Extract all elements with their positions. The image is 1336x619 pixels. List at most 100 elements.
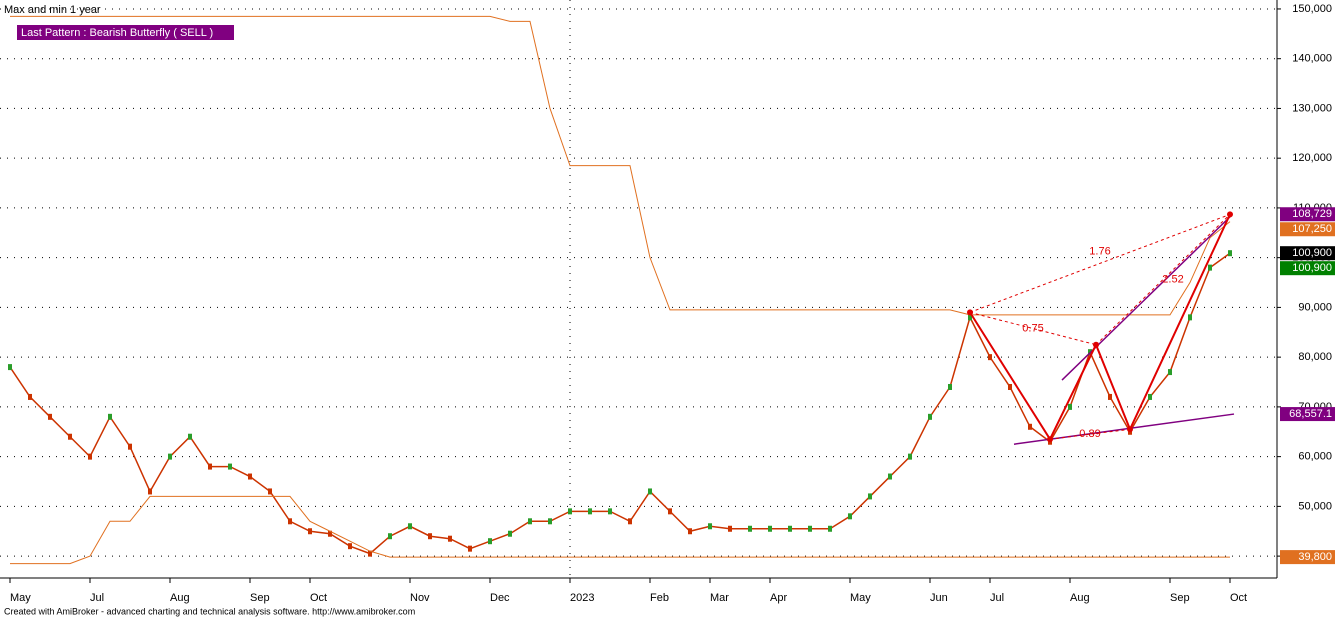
price-bar	[568, 508, 572, 515]
price-bar	[1228, 250, 1232, 257]
price-bar	[388, 533, 392, 540]
x-tick-label: Oct	[310, 592, 327, 604]
x-tick-label: 2023	[570, 592, 594, 604]
y-tick-label: 60,000	[1298, 451, 1332, 463]
price-label-box	[1280, 222, 1335, 237]
price-bar	[548, 518, 552, 525]
ratio-label: 2.52	[1162, 273, 1183, 285]
price-label: 68,557.1	[1289, 408, 1332, 420]
pattern-label: Last Pattern : Bearish Butterfly ( SELL …	[21, 27, 213, 39]
price-label-box	[1280, 207, 1335, 222]
price-label: 39,800	[1298, 551, 1332, 563]
price-bar	[808, 525, 812, 532]
y-tick-label: 150,000	[1292, 3, 1332, 15]
x-tick-label: Nov	[410, 592, 430, 604]
price-bar	[48, 413, 52, 420]
x-tick-label: Apr	[770, 592, 787, 604]
ratio-line	[969, 213, 1231, 313]
pattern-point	[1127, 426, 1133, 433]
price-label: 100,900	[1292, 262, 1332, 274]
price-bar	[1168, 369, 1172, 376]
x-tick-label: Mar	[710, 592, 729, 604]
trendline	[1061, 214, 1233, 381]
price-bar	[748, 525, 752, 532]
price-bar	[688, 528, 692, 535]
series-line	[9, 252, 1231, 555]
price-label-box	[1280, 246, 1335, 261]
y-tick-label: 80,000	[1298, 351, 1332, 363]
y-tick-label: 120,000	[1292, 152, 1332, 164]
plot: 40,00050,00060,00070,00080,00090,000100,…	[0, 0, 1335, 604]
x-tick-label: Aug	[1070, 592, 1090, 604]
price-bar	[588, 508, 592, 515]
price-bar	[408, 523, 412, 530]
price-bar	[988, 354, 992, 361]
price-bar	[608, 508, 612, 515]
x-tick-label: Sep	[1170, 592, 1190, 604]
pattern-point	[1227, 211, 1233, 218]
price-bar	[888, 473, 892, 480]
price-bar	[208, 463, 212, 470]
price-bar	[88, 453, 92, 460]
price-bar	[268, 488, 272, 495]
price-bar	[1208, 264, 1212, 271]
x-tick-label: May	[10, 592, 31, 604]
price-bar	[448, 535, 452, 542]
price-bar	[28, 393, 32, 400]
price-label-box	[1280, 407, 1335, 422]
price-bar	[768, 525, 772, 532]
series-line	[10, 15, 1231, 316]
price-bar	[788, 525, 792, 532]
pattern-point	[1047, 436, 1053, 443]
price-bar	[628, 518, 632, 525]
ratio-line	[969, 311, 1097, 346]
price-bar	[928, 413, 932, 420]
price-label: 107,250	[1292, 223, 1332, 235]
price-bar	[188, 433, 192, 440]
price-bar	[108, 413, 112, 420]
ratio-label: 1.76	[1089, 245, 1110, 257]
price-bar	[368, 550, 372, 557]
price-bar	[1028, 423, 1032, 430]
price-bar	[728, 525, 732, 532]
price-bar	[828, 525, 832, 532]
price-bar	[1008, 383, 1012, 390]
price-bar	[308, 528, 312, 535]
y-tick-label: 140,000	[1292, 53, 1332, 65]
x-tick-label: Jul	[990, 592, 1004, 604]
x-tick-label: May	[850, 592, 871, 604]
chart-title: Max and min 1 year	[4, 4, 101, 16]
x-tick-label: Jul	[90, 592, 104, 604]
price-bar	[228, 463, 232, 470]
price-label-box	[1280, 261, 1335, 276]
price-bar	[1068, 403, 1072, 410]
price-label-box	[1280, 550, 1335, 565]
ratio-line	[1049, 428, 1131, 440]
pattern-point	[1093, 341, 1099, 348]
price-bar	[968, 314, 972, 321]
pattern-point	[967, 309, 973, 316]
y-tick-label: 50,000	[1298, 500, 1332, 512]
price-bar	[168, 453, 172, 460]
price-bar	[1108, 393, 1112, 400]
footer: Created with AmiBroker - advanced charti…	[4, 606, 415, 616]
x-tick-label: Jun	[930, 592, 948, 604]
x-tick-label: Dec	[490, 592, 510, 604]
price-bar	[328, 530, 332, 537]
price-bar	[868, 493, 872, 500]
price-bar	[648, 488, 652, 495]
price-bar	[348, 543, 352, 550]
price-bar	[468, 545, 472, 552]
y-tick-label: 130,000	[1292, 102, 1332, 114]
series-line	[10, 495, 1230, 565]
price-label: 100,900	[1292, 247, 1332, 259]
x-tick-label: Feb	[650, 592, 669, 604]
price-bar	[528, 518, 532, 525]
price-bar	[8, 364, 12, 371]
x-tick-label: Aug	[170, 592, 190, 604]
x-tick-label: Sep	[250, 592, 270, 604]
ratio-label: 0.89	[1079, 428, 1100, 440]
price-bar	[508, 530, 512, 537]
pattern-label-box	[17, 25, 234, 40]
